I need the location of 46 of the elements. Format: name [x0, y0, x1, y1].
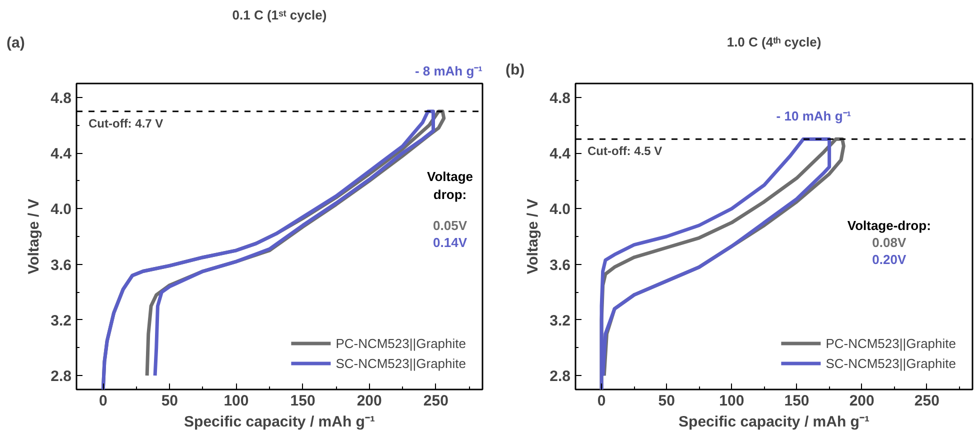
ref-line-label: Cut-off: 4.5 V — [588, 144, 662, 158]
legend-label: SC-NCM523||Graphite — [826, 356, 956, 370]
x-tick-label: 100 — [224, 392, 249, 410]
x-tick-label: 150 — [290, 392, 316, 410]
annotation: - 10 mAh g⁻¹ — [776, 108, 852, 124]
x-tick-label: 200 — [356, 392, 382, 410]
y-tick-label: 2.8 — [50, 368, 72, 386]
annotation: 0.08V — [872, 234, 906, 250]
y-tick-label: 2.8 — [550, 368, 571, 386]
y-tick-label: 4.8 — [550, 90, 571, 107]
y-tick-label: 4.4 — [50, 146, 72, 163]
legend-label: SC-NCM523||Graphite — [336, 356, 466, 370]
y-tick-label: 4.8 — [50, 90, 72, 107]
annotation: Voltage-drop: — [847, 218, 931, 234]
x-tick-label: 50 — [658, 392, 675, 410]
annotation: Voltage drop: — [427, 169, 474, 202]
ref-line-label: Cut-off: 4.7 V — [88, 116, 164, 130]
x-tick-label: 50 — [161, 392, 178, 410]
y-axis-title: Voltage / V — [524, 198, 542, 274]
x-axis-title: Specific capacity / mAh g⁻¹ — [184, 414, 375, 430]
text: (b) — [506, 62, 525, 78]
text: - 8 mAh g⁻¹ — [414, 64, 483, 78]
y-axis-title: Voltage / V — [26, 198, 43, 274]
annotation: 0.05V — [433, 218, 468, 234]
x-tick-label: 100 — [719, 392, 744, 410]
y-tick-label: 4.0 — [550, 201, 571, 218]
x-tick-label: 0 — [597, 392, 606, 410]
x-tick-label: 200 — [849, 392, 874, 410]
y-tick-label: 4.0 — [50, 201, 72, 218]
x-tick-label: 150 — [784, 392, 810, 410]
legend-label: PC-NCM523||Graphite — [826, 336, 956, 350]
x-tick-label: 250 — [423, 392, 448, 410]
annotation: 0.20V — [872, 252, 906, 267]
y-tick-label: 3.2 — [550, 312, 571, 330]
y-tick-label: 3.6 — [550, 256, 571, 274]
chart-title: 0.1 C (1ˢᵗ cycle) — [232, 8, 327, 22]
legend-label: PC-NCM523||Graphite — [336, 336, 466, 350]
chart-title: 1.0 C (4ᵗʰ cycle) — [726, 34, 822, 50]
y-tick-label: 4.4 — [550, 146, 572, 163]
y-tick-label: 3.6 — [50, 256, 72, 274]
y-tick-label: 3.2 — [50, 312, 72, 330]
annotation: 0.14V — [433, 234, 468, 250]
x-axis-title: Specific capacity / mAh g⁻¹ — [678, 414, 870, 430]
text: (a) — [6, 34, 25, 52]
x-tick-label: 0 — [98, 392, 108, 410]
x-tick-label: 250 — [914, 392, 940, 410]
